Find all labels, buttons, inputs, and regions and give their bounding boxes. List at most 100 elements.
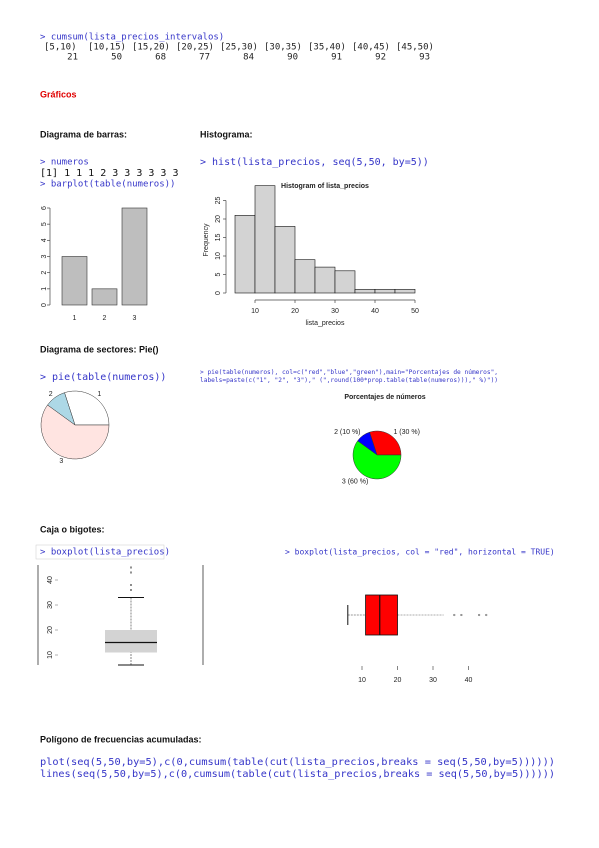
outlier: [460, 613, 463, 617]
y-tick-label: 5: [41, 222, 48, 226]
bar: [121, 207, 148, 306]
section-title: Diagrama de barras:: [40, 129, 127, 139]
histogram-bar: [234, 215, 256, 294]
histogram-bar: [354, 288, 376, 294]
x-tick-label: 50: [411, 308, 419, 315]
y-tick-label: 3: [41, 254, 48, 258]
interval-value: 50: [111, 53, 122, 63]
section-title: Diagrama de sectores: Pie(): [40, 344, 159, 354]
histogram-bar: [294, 259, 316, 294]
section-title: Polígono de frecuencias acumuladas:: [40, 734, 202, 744]
y-tick-label: 15: [215, 234, 222, 242]
histogram-bar: [254, 185, 276, 294]
interval-label: [10,15): [88, 43, 126, 53]
x-tick-label: 3: [133, 315, 137, 322]
x-tick-label: 40: [371, 308, 379, 315]
box: [365, 594, 398, 636]
histogram-bar: [314, 266, 336, 294]
pie-slice: [369, 430, 402, 456]
code-line: labels=paste(c("1", "2", "3")," (",round…: [200, 377, 498, 384]
code-line: > barplot(table(numeros)): [40, 180, 175, 190]
interval-value: 93: [419, 53, 430, 63]
outlier: [129, 571, 133, 574]
pie-slice: [40, 404, 110, 460]
chart-title: Histogram of lista_precios: [281, 183, 369, 190]
interval-value: 77: [199, 53, 210, 63]
x-axis-label: lista_precios: [306, 320, 345, 327]
pie-slice: [64, 390, 110, 426]
pie-label: 3: [59, 458, 63, 465]
interval-label: [45,50): [396, 43, 434, 53]
pie-slice: [352, 440, 402, 480]
histogram-bar: [394, 288, 416, 294]
x-tick-label: 2: [103, 315, 107, 322]
x-tick-label: 20: [394, 677, 402, 684]
x-tick-label: 40: [465, 677, 473, 684]
code-line: > numeros: [40, 158, 89, 168]
pie-label: 2: [49, 391, 53, 398]
interval-value: 84: [243, 53, 254, 63]
histogram-bar: [374, 288, 396, 294]
y-axis-label: Frequency: [203, 223, 210, 257]
pie-label: 1: [97, 391, 101, 398]
interval-value: 91: [331, 53, 342, 63]
pie-label: 3 (60 %): [342, 478, 368, 485]
y-tick-label: 10: [215, 252, 222, 260]
y-tick-label: 6: [41, 206, 48, 210]
code-line: > boxplot(lista_precios, col = "red", ho…: [285, 548, 555, 557]
interval-label: [5,10): [44, 43, 77, 53]
y-tick-label: 40: [47, 576, 54, 584]
interval-label: [30,35): [264, 43, 302, 53]
histogram-bar: [334, 270, 356, 294]
y-tick-label: 30: [47, 601, 54, 609]
code-line: > cumsum(lista_precios_intervalos): [40, 33, 224, 43]
code-line: > pie(table(numeros), col=c("red","blue"…: [200, 368, 498, 376]
code-line: lines(seq(5,50,by=5),c(0,cumsum(table(cu…: [40, 769, 555, 780]
y-tick-label: 10: [47, 651, 54, 659]
y-tick-label: 2: [41, 271, 48, 275]
code-line: > hist(lista_precios, seq(5,50, by=5)): [200, 157, 429, 168]
interval-value: 92: [375, 53, 386, 63]
y-tick-label: 4: [41, 238, 48, 242]
bar: [91, 288, 118, 306]
interval-value: 90: [287, 53, 298, 63]
code-box: [35, 544, 165, 560]
code-line: plot(seq(5,50,by=5),c(0,cumsum(table(cut…: [40, 757, 555, 768]
interval-value: 21: [67, 53, 78, 63]
interval-label: [25,30): [220, 43, 258, 53]
histogram-bar: [274, 226, 296, 294]
section-title: Caja o bigotes:: [40, 524, 105, 534]
x-tick-label: 30: [429, 677, 437, 684]
pie-label: 2 (10 %): [334, 429, 360, 436]
y-tick-label: 20: [215, 215, 222, 223]
outlier: [129, 583, 133, 587]
pie-label: 1 (30 %): [393, 429, 419, 436]
outlier: [453, 613, 456, 617]
interval-label: [35,40): [308, 43, 346, 53]
bar: [61, 256, 88, 306]
y-tick-label: 5: [215, 272, 222, 276]
x-tick-label: 20: [291, 308, 299, 315]
chart-title: Porcentajes de números: [344, 394, 425, 401]
y-tick-label: 0: [215, 291, 222, 295]
x-tick-label: 10: [358, 677, 366, 684]
outlier: [129, 566, 133, 569]
outlier: [485, 613, 488, 617]
y-tick-label: 0: [41, 303, 48, 307]
interval-label: [40,45): [352, 43, 390, 53]
outlier: [478, 613, 481, 617]
interval-value: 68: [155, 53, 166, 63]
section-title: Histograma:: [200, 129, 253, 139]
y-tick-label: 20: [47, 626, 54, 634]
outlier: [129, 588, 133, 592]
code-line: > pie(table(numeros)): [40, 372, 166, 383]
x-tick-label: 30: [331, 308, 339, 315]
code-line: [1] 1 1 1 2 3 3 3 3 3 3: [40, 168, 178, 179]
interval-label: [15,20): [132, 43, 170, 53]
section-heading: Gráficos: [40, 89, 77, 99]
x-tick-label: 1: [73, 315, 77, 322]
y-tick-label: 1: [41, 287, 48, 291]
y-tick-label: 25: [215, 197, 222, 205]
box: [105, 630, 157, 653]
